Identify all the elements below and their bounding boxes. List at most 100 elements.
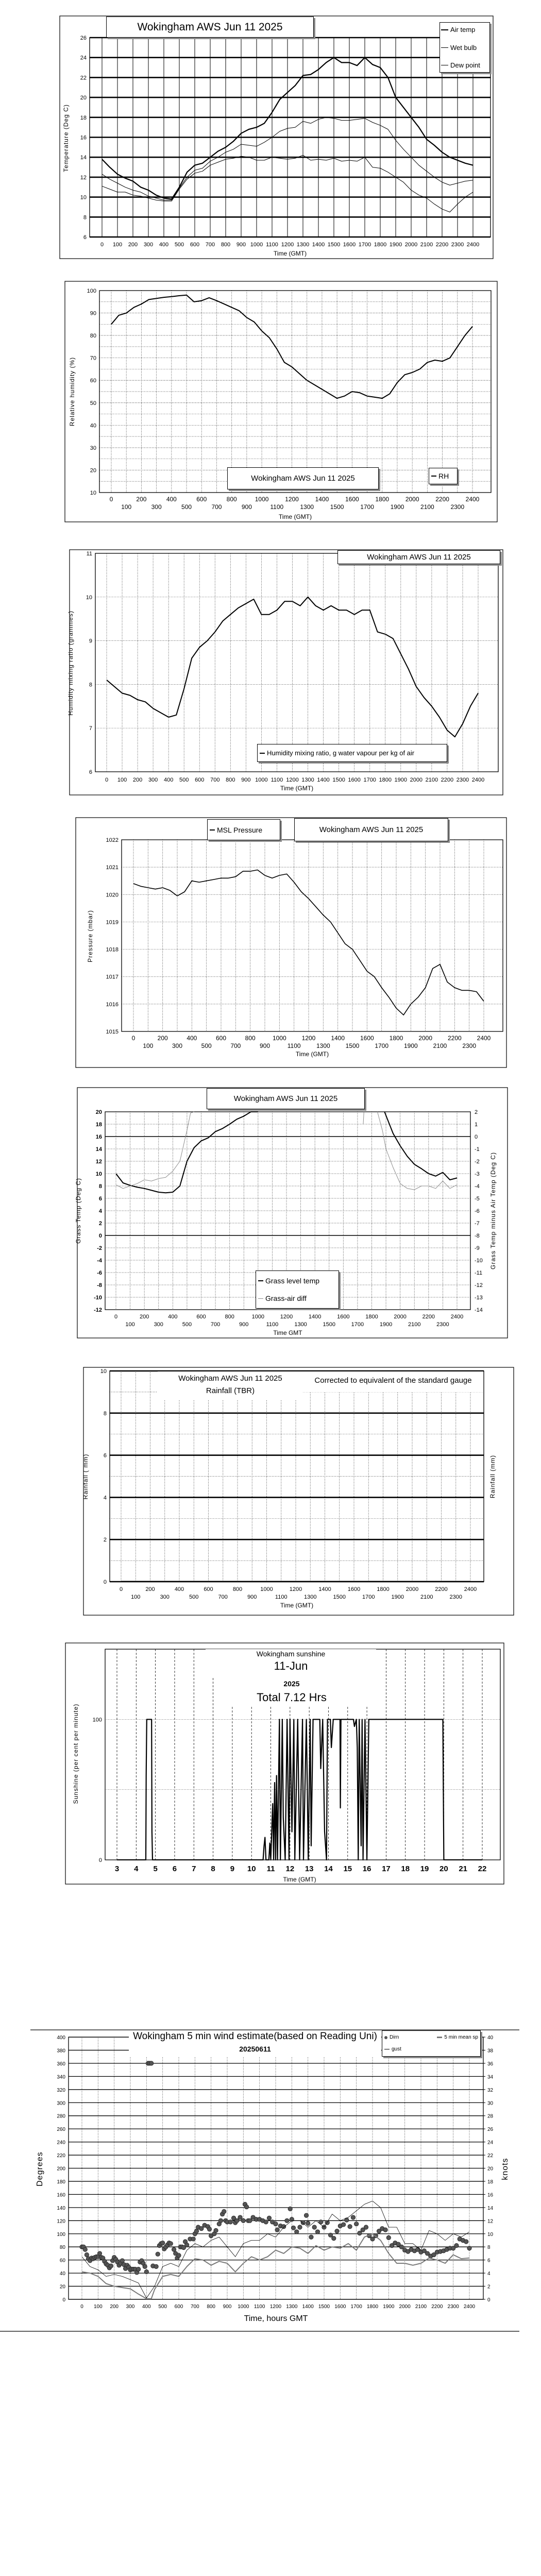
y2-tick-label: -14 [475, 1307, 483, 1313]
x-tick-label: 1300 [294, 1321, 307, 1328]
x-tick-label: 20 [439, 1865, 448, 1873]
legend-item-dirn: Dirn [384, 2035, 399, 2040]
series-air-temp [102, 57, 474, 200]
y-tick-label: 1020 [106, 892, 119, 898]
y-axis-title: Temperature (Deg C) [62, 104, 70, 172]
series-wet-bulb [102, 117, 474, 200]
data-point [108, 2263, 113, 2268]
series-humidity-mixing-ratio-g-water-vapour-per-kg-of-air [106, 596, 479, 738]
series-line [115, 1111, 194, 1189]
x-tick-label: 1100 [275, 1594, 288, 1600]
x-tick-label: 1500 [346, 1042, 360, 1049]
plot-area [105, 1111, 471, 1310]
x-tick-label: 2200 [441, 777, 453, 783]
mean-speed-swatch [437, 2037, 443, 2038]
x-tick-label: 1700 [362, 1594, 375, 1600]
x-tick-label: 0 [114, 1314, 117, 1320]
x-tick-label: 1300 [304, 1594, 316, 1600]
data-point [84, 2252, 89, 2258]
x-tick-label: 1000 [255, 496, 269, 503]
y2-tick-label: 30 [487, 2100, 494, 2106]
x-tick-label: 2400 [464, 1586, 477, 1592]
x-tick-label: 2100 [420, 242, 433, 248]
x-tick-label: 700 [211, 503, 222, 511]
x-tick-label: 900 [223, 2304, 232, 2310]
y2-tick-label: 6 [487, 2258, 491, 2264]
x-axis-title: Time (GMT) [274, 250, 307, 257]
y-tick-label: 0 [104, 1579, 107, 1585]
x-tick-label: 2300 [436, 1321, 449, 1328]
x-tick-label: 1000 [252, 1314, 264, 1320]
rainfall-chart-title: Wokingham AWS Jun 11 2025 [178, 1374, 282, 1383]
x-tick-label: 200 [133, 777, 142, 783]
data-point [363, 2225, 369, 2230]
y-tick-label: 16 [80, 135, 87, 141]
legend-label: RH [438, 472, 449, 480]
y2-tick-label: 22 [487, 2153, 494, 2159]
y-tick-label: 12 [96, 1159, 102, 1165]
x-tick-label: 700 [206, 242, 215, 248]
x-tick-label: 1500 [333, 1594, 346, 1600]
data-point [331, 2236, 336, 2241]
x-tick-label: 1400 [315, 496, 329, 503]
x-tick-label: 1100 [271, 777, 283, 783]
x-tick-label: 1600 [343, 242, 356, 248]
legend-label: Grass level temp [265, 1277, 320, 1285]
y-tick-label: 22 [80, 75, 87, 81]
y-tick-label: 1015 [106, 1029, 119, 1035]
x-tick-label: 100 [113, 242, 122, 248]
y-tick-label: 8 [104, 1411, 107, 1417]
data-point [266, 2215, 272, 2221]
x-tick-label: 1300 [301, 777, 314, 783]
y2-tick-label: -9 [475, 1245, 480, 1251]
y-tick-label: 8 [99, 1183, 102, 1190]
y2-tick-label: -13 [475, 1295, 483, 1301]
rainfall-title-block: Wokingham AWS Jun 11 2025 Rainfall (TBR) [158, 1371, 303, 1399]
x-tick-label: 2100 [420, 503, 434, 511]
chart-frame [83, 1367, 514, 1616]
x-tick-label: 4 [134, 1865, 139, 1873]
rh-legend: RH [429, 468, 458, 484]
y2-tick-label: 14 [487, 2206, 494, 2211]
data-point [454, 2243, 459, 2248]
x-tick-label: 600 [190, 242, 199, 248]
x-tick-label: 2300 [457, 777, 469, 783]
y-axis-title: Degrees [36, 2151, 44, 2186]
data-point [389, 2243, 395, 2248]
x-tick-label: 1600 [348, 1586, 360, 1592]
x-tick-label: 2400 [467, 242, 479, 248]
data-point [199, 2226, 204, 2231]
y-axis-title: Pressure (mbar) [87, 910, 94, 962]
x-tick-label: 100 [143, 1042, 153, 1049]
x-tick-label: 400 [166, 496, 177, 503]
series-rh [111, 294, 473, 399]
y-tick-label: 0 [62, 2297, 65, 2303]
sunshine-chart-title: Wokingham sunshine [256, 1650, 326, 1658]
y2-tick-label: -11 [475, 1270, 482, 1276]
y2-tick-label: 0 [487, 2297, 491, 2303]
legend-item-air-temp: Air temp [441, 26, 488, 33]
series-line [384, 1111, 458, 1180]
x-tick-label: 2200 [436, 242, 448, 248]
humidity-chart-title: Wokingham AWS Jun 11 2025 [227, 467, 379, 489]
data-point [238, 2215, 243, 2220]
y-tick-label: 16 [96, 1134, 102, 1140]
data-point [97, 2251, 103, 2256]
x-tick-label: 900 [260, 1042, 270, 1049]
data-point [247, 2218, 252, 2223]
plot-area [89, 37, 491, 238]
x-tick-label: 1200 [270, 2304, 282, 2310]
legend-item-gust: gust [384, 2046, 478, 2052]
series-line [363, 1111, 364, 1125]
series-line [117, 1719, 482, 1860]
y-tick-label: 40 [60, 2271, 66, 2277]
x-tick-label: 2400 [451, 1314, 463, 1320]
pressure-legend: MSL Pressure [207, 819, 280, 840]
grid [122, 839, 503, 1032]
legend-item-grass-temp: Grass level temp [258, 1277, 336, 1285]
x-tick-label: 2000 [394, 1314, 406, 1320]
data-point [328, 2232, 333, 2238]
series-line [377, 1111, 458, 1190]
y2-tick-label: 34 [487, 2074, 494, 2080]
y2-tick-label: 20 [487, 2166, 494, 2172]
